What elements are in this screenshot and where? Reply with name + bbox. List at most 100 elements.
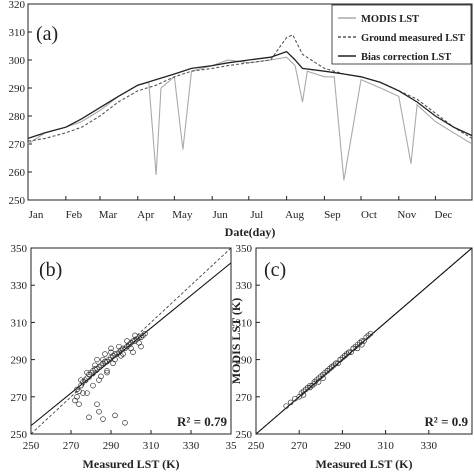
panel-b-point (84, 390, 90, 396)
panel-a-x-tick-label: Nov (397, 209, 416, 221)
panel-a-x-tick-label: Aug (285, 209, 304, 221)
panel-a-y-tick-label: 310 (9, 27, 26, 39)
panel-a-y-tick-label: 290 (9, 83, 26, 95)
panel-a-y-tick-label: 250 (9, 195, 26, 207)
panel-b-point (90, 382, 96, 389)
panel-a-frame (27, 3, 473, 201)
panel-b-y-tick-label: 270 (11, 392, 28, 404)
panel-b-point (130, 349, 136, 355)
panel-b-point (96, 377, 102, 383)
panel-a-y-tick-label: 320 (9, 0, 26, 11)
panel-a-legend-label: Bias correction LST (361, 52, 451, 63)
panel-c-scatter: 250 270 290 310 330 250 270 290 310 330 350 (c) R²… (229, 243, 473, 471)
panel-a-x-tick-label: Mar (99, 209, 118, 221)
panel-b-point (80, 390, 86, 396)
panel-b-point (118, 353, 124, 359)
panel-c-point (346, 349, 352, 355)
panel-a-x-tick-label: Sep (324, 209, 341, 221)
panel-b-point (142, 330, 148, 337)
panel-a-legend-box (331, 4, 472, 65)
panel-b-point (82, 377, 88, 383)
panel-a-x-tick-label: Apr (137, 209, 154, 221)
panel-b-x-tick-label: 310 (143, 440, 160, 452)
panel-b-ticks: 250 270 290 310 330 35 250 270 290 310 330 350 (11, 243, 238, 452)
panel-b-point (108, 349, 114, 355)
panel-b-y-tick-label: 250 (11, 429, 28, 441)
panel-a-series (27, 34, 473, 181)
panel-c-point (320, 375, 326, 381)
panel-c-frame (255, 247, 473, 435)
panel-b-point (78, 377, 84, 383)
panel-a-x-tick-label: Jun (213, 209, 229, 221)
panel-b-point (100, 416, 106, 422)
panel-b-point (74, 394, 80, 400)
panel-c-label: (c) (264, 259, 286, 281)
panel-c-x-tick-label: 270 (291, 440, 308, 452)
panel-c-r2-annotation: R² = 0.9 (425, 414, 469, 429)
panel-b-x-tick-label: 270 (63, 440, 80, 452)
panel-b-reference-lines (30, 247, 232, 435)
panel-c-y-axis-label: MODIS LST (K) (229, 298, 243, 384)
panel-c-point (307, 384, 313, 391)
panel-b-point (86, 414, 92, 421)
panel-a-x-tick-label: Oct (361, 209, 377, 221)
panel-b-y-tick-label: 290 (11, 355, 28, 367)
panel-b-point (100, 356, 106, 363)
panel-a-x-tick-label: May (172, 209, 193, 221)
panel-c-point (367, 330, 374, 337)
panel-b-x-tick-label: 290 (103, 440, 120, 452)
panel-c-point (324, 368, 331, 374)
panel-b-point (138, 334, 144, 341)
panel-b-point (112, 412, 118, 419)
panel-c-point (283, 403, 289, 409)
panel-a-x-tick-label: Dec (435, 209, 453, 221)
panel-b-point (76, 401, 82, 407)
panel-b-x-tick-label: 35 (226, 440, 238, 452)
panel-c-y-tick-label: 290 (236, 355, 253, 367)
panel-b-fit-line (30, 262, 232, 427)
panel-a-legend-label: Ground measured LST (361, 33, 465, 44)
panel-c-x-tick-label: 330 (421, 440, 438, 452)
panel-b-point (74, 386, 80, 393)
panel-a-x-tick-label: Jul (250, 209, 263, 221)
panel-b-point (108, 345, 114, 352)
panel-b-point (94, 401, 100, 407)
panel-c-x-tick-label: 290 (334, 440, 351, 452)
panel-a-x-tick-label: Jan (29, 209, 44, 221)
panel-b-point (116, 343, 122, 350)
panel-b-point (104, 368, 110, 374)
panel-a-label: (a) (36, 23, 58, 45)
panel-c-y-tick-label: 310 (236, 317, 253, 329)
panel-b-r2-annotation: R² = 0.79 (177, 414, 227, 429)
panel-b-point (86, 371, 92, 378)
panel-c-point (350, 345, 356, 352)
panel-c-y-tick-label: 250 (236, 429, 253, 441)
panel-b-frame (30, 247, 232, 435)
panel-b-y-tick-label: 310 (11, 317, 28, 329)
panel-b-point (104, 369, 110, 376)
panel-b-y-tick-label: 330 (11, 280, 28, 292)
panel-a-ticks: 250 260 270 280 290 300 310 320 Jan Feb Mar Apr May J… (9, 0, 453, 221)
panel-b-label: (b) (39, 259, 62, 281)
panel-a-legend-label: MODIS LST (361, 14, 419, 25)
panel-c-point (287, 399, 294, 406)
panel-a-x-axis-label: Date(day) (225, 225, 276, 239)
panel-b-point (122, 420, 128, 426)
panel-c-points (283, 330, 374, 409)
panel-c-point (300, 392, 307, 398)
panel-a-y-tick-label: 270 (9, 139, 26, 151)
panel-a-y-tick-label: 300 (9, 55, 26, 67)
panel-c-point (337, 356, 343, 363)
panel-b-x-tick-label: 250 (23, 440, 40, 452)
panel-c-y-tick-label: 270 (236, 392, 253, 404)
panel-b-point (84, 369, 90, 376)
panel-b-identity-line (30, 247, 232, 435)
panel-c-x-axis-label: Measured LST (K) (316, 457, 413, 471)
panel-b-point (132, 332, 138, 339)
panel-c-point (341, 353, 348, 359)
panel-c-ticks: 250 270 290 310 330 250 270 290 310 330 350 (236, 243, 438, 452)
panel-c-point (333, 360, 339, 367)
panel-a-y-tick-label: 260 (9, 167, 26, 179)
panel-c-point (359, 338, 365, 344)
